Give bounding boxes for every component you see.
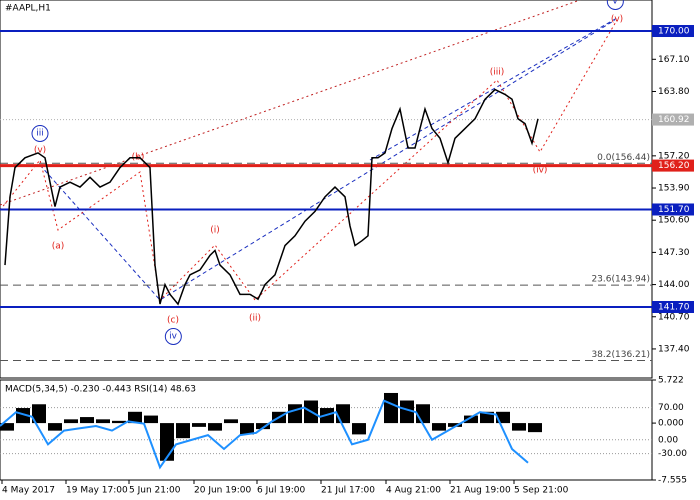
macd-bar xyxy=(448,423,462,427)
trendlines xyxy=(0,0,618,302)
macd-bar xyxy=(480,411,494,424)
indicator-title: MACD(5,34,5) -0.230 -0.443 RSI(14) 48.63 xyxy=(5,385,196,395)
level-label: 141.70 xyxy=(658,303,690,313)
symbol: #AAPL,H1 xyxy=(5,4,51,14)
x-tick-label: 20 Jun 19:00 xyxy=(194,486,251,496)
y-tick-label: 0.000 xyxy=(658,419,684,429)
fib-label: 23.6(143.94) xyxy=(591,275,650,285)
wave-label: (v) xyxy=(34,146,46,156)
wave-label: (v) xyxy=(611,15,623,25)
macd-bar xyxy=(496,411,510,424)
x-tick-label: 5 Sep 21:00 xyxy=(514,486,569,496)
y-tick-label: 144.00 xyxy=(658,280,690,290)
macd-bar xyxy=(128,411,142,424)
price-box-label: 160.92 xyxy=(658,115,690,125)
y-tick-label: -7.555 xyxy=(658,476,687,486)
main-pane xyxy=(0,0,653,379)
x-tick-label: 4 May 2017 xyxy=(2,486,55,496)
y2-tick-label: 70.00 xyxy=(658,403,684,413)
price-line xyxy=(4,88,539,306)
level-box xyxy=(652,25,694,38)
macd-bar xyxy=(528,423,542,433)
macd-bar xyxy=(464,415,478,424)
wave-label: iii xyxy=(36,129,44,139)
y-tick-label: 157.20 xyxy=(658,151,690,161)
rsi-line xyxy=(0,399,529,470)
macd-bar xyxy=(384,392,398,424)
y2-tick-label: 0.00 xyxy=(658,435,678,445)
macd-bar xyxy=(240,423,254,435)
y-tick-label: 153.90 xyxy=(658,184,690,194)
wave-label: (i) xyxy=(210,226,220,236)
macd-bar xyxy=(400,400,414,424)
wave-circle xyxy=(31,125,49,142)
wave-circle xyxy=(606,0,624,10)
y-tick-label: 140.70 xyxy=(658,312,690,322)
macd-bar xyxy=(224,419,238,424)
macd-bar xyxy=(416,404,430,424)
macd-bar xyxy=(432,423,446,431)
macd-bar xyxy=(160,423,174,461)
macd-bar xyxy=(48,423,62,431)
macd-bar xyxy=(64,419,78,424)
x-tick-label: 5 Jun 21:00 xyxy=(129,486,181,496)
macd-bar xyxy=(352,423,366,435)
y-tick-label: 137.40 xyxy=(658,344,690,354)
macd-bar xyxy=(0,423,14,431)
macd-bar xyxy=(176,423,190,439)
macd-bar xyxy=(208,423,222,431)
level-box xyxy=(652,159,694,172)
level-label: 170.00 xyxy=(658,27,690,37)
macd-bar xyxy=(256,423,270,430)
macd-bar xyxy=(96,419,110,424)
y2-tick-label: -30.00 xyxy=(658,449,687,459)
wave-label: iv xyxy=(169,332,178,342)
fib-label: 38.2(136.21) xyxy=(591,350,650,360)
x-tick-label: 6 Jul 19:00 xyxy=(257,486,306,496)
trendline xyxy=(369,17,618,161)
wave-label: (iv) xyxy=(533,166,548,176)
wave-label: (a) xyxy=(52,242,65,252)
wave-line xyxy=(0,19,618,302)
y-tick-label: 167.10 xyxy=(658,55,690,65)
level-box xyxy=(652,301,694,314)
wave-circle xyxy=(164,328,182,345)
macd-bar xyxy=(144,415,158,424)
macd-bar xyxy=(16,408,30,424)
y-tick-label: 150.60 xyxy=(658,216,690,226)
x-tick-label: 21 Aug 19:00 xyxy=(450,486,511,496)
sub-pane xyxy=(0,379,653,481)
level-label: 156.20 xyxy=(658,161,690,171)
macd-bar xyxy=(512,423,526,431)
y-tick-label: 163.80 xyxy=(658,87,690,97)
wave-label: v xyxy=(612,0,618,7)
wave-label: (iii) xyxy=(490,68,505,78)
y-tick-label: 5.722 xyxy=(658,376,684,386)
macd-bar xyxy=(192,423,206,427)
x-tick-label: 4 Aug 21:00 xyxy=(386,486,441,496)
x-tick-label: 21 Jul 17:00 xyxy=(321,486,375,496)
macd-bar xyxy=(336,404,350,424)
level-label: 151.70 xyxy=(658,205,690,215)
wave-label: (ii) xyxy=(249,314,261,324)
macd-bar xyxy=(288,404,302,424)
price-box xyxy=(652,113,694,126)
macd-bar xyxy=(112,420,126,424)
wave-label: (c) xyxy=(167,316,179,326)
macd-bar xyxy=(80,417,94,424)
level-box xyxy=(652,203,694,216)
macd-bar xyxy=(32,404,46,424)
fib-label: 0.0(156.44) xyxy=(597,153,650,163)
y-tick-label: 147.30 xyxy=(658,248,690,258)
x-tick-label: 19 May 17:00 xyxy=(66,486,128,496)
